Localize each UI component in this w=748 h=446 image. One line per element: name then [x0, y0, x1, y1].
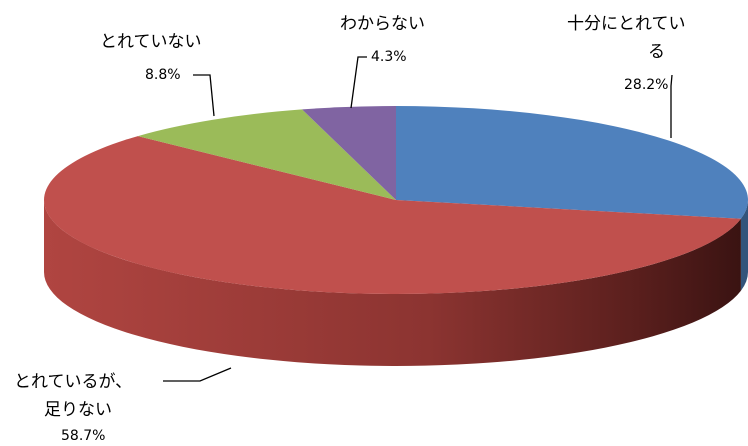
slice-label-1-line-1: 足りない	[44, 400, 112, 420]
slice-label-0-line-1: る	[648, 42, 665, 62]
pie-side-1	[44, 200, 741, 366]
leader-line-1	[163, 367, 232, 382]
pie-slice-3	[302, 106, 396, 200]
slice-pct-0: 28.2%	[624, 77, 668, 93]
slice-label-2-line-0: とれていない	[100, 32, 202, 52]
leader-line-3	[350, 56, 367, 109]
pie-slice-0	[396, 106, 748, 219]
slice-label-0-line-0: 十分にとれてい	[567, 14, 686, 34]
pie-slice-1	[44, 136, 741, 294]
leader-line-0	[670, 74, 673, 138]
slice-pct-1: 58.7%	[61, 428, 105, 444]
pie-side-0	[740, 200, 748, 291]
slice-pct-3: 4.3%	[371, 49, 407, 65]
slice-label-3-line-0: わからない	[340, 14, 425, 34]
leader-line-2	[193, 74, 215, 117]
pie-slice-2	[137, 109, 397, 200]
slice-pct-2: 8.8%	[145, 67, 181, 83]
slice-label-1-line-0: とれているが、	[14, 372, 132, 392]
